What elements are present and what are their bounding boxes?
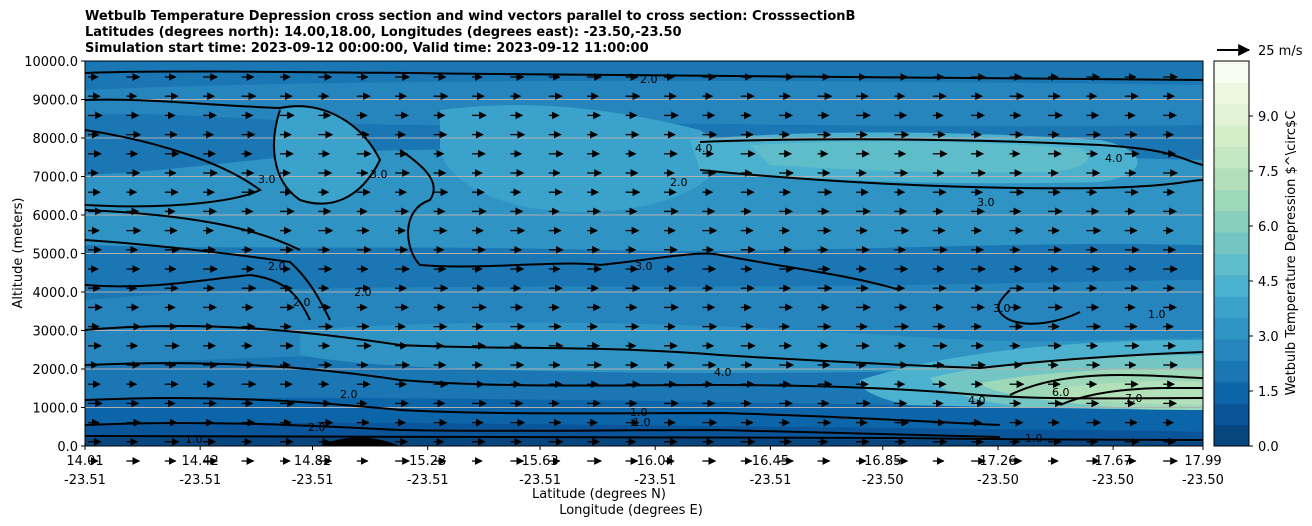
x-tick-label-latitude: 17.67 — [1095, 454, 1132, 469]
colorbar-tick-label: 9.0 — [1258, 110, 1279, 125]
contour-label: 4.0 — [968, 394, 986, 407]
contour-label: 2.0 — [268, 260, 286, 273]
quiver-key-label: 25 m/s — [1258, 44, 1303, 59]
colorbar-segment — [1214, 253, 1249, 276]
colorbar-segment — [1214, 82, 1249, 105]
colorbar-tick-label: 4.5 — [1258, 275, 1279, 290]
x-tick-label-latitude: 16.45 — [752, 454, 789, 469]
x-tick-label-longitude: -23.51 — [64, 473, 106, 488]
contour-label: 4.0 — [714, 366, 732, 379]
x-tick-label-longitude: -23.50 — [1182, 473, 1224, 488]
y-tick-label: 5000.0 — [33, 248, 79, 263]
colorbar-segment — [1214, 61, 1249, 83]
contour-label: 2.0 — [308, 421, 326, 434]
colorbar-segment — [1214, 274, 1249, 297]
x-axis-label-latitude: Latitude (degrees N) — [532, 487, 666, 502]
y-axis: 0.0 1000.0 2000.0 3000.0 4000.0 5000.0 6000.0 7… — [24, 55, 85, 455]
y-tick-label: 0.0 — [57, 440, 78, 455]
x-tick-label-longitude: -23.50 — [862, 473, 904, 488]
y-tick-label: 10000.0 — [24, 55, 78, 70]
y-tick-label: 1000.0 — [33, 402, 79, 417]
title-line-2: Latitudes (degrees north): 14.00,18.00, … — [85, 25, 682, 40]
x-tick-label-latitude: 16.85 — [864, 454, 901, 469]
title-line-3: Simulation start time: 2023-09-12 00:00:… — [85, 41, 649, 56]
contour-label: 3.0 — [977, 196, 995, 209]
x-tick-label-latitude: 16.04 — [637, 454, 674, 469]
contour-label: 3.0 — [370, 168, 388, 181]
x-axis-label-longitude: Longitude (degrees E) — [559, 503, 703, 518]
x-tick-label-longitude: -23.51 — [179, 473, 221, 488]
x-axis: 14.01 -23.51 14.42 -23.51 14.82 -23.51 15.23 -2… — [64, 446, 1224, 488]
colorbar-segment — [1214, 210, 1249, 233]
wind-vectors — [88, 73, 1178, 465]
colorbar — [1214, 61, 1249, 447]
colorbar-segment — [1214, 403, 1249, 426]
x-tick-label-latitude: 17.26 — [979, 454, 1016, 469]
contour-label: 4.0 — [695, 142, 713, 155]
contour-label: 2.0 — [340, 388, 358, 401]
x-tick-label-longitude: -23.51 — [407, 473, 449, 488]
x-tick-label-longitude: -23.50 — [1092, 473, 1134, 488]
x-tick-label-latitude: 14.82 — [294, 454, 331, 469]
colorbar-tick-label: 0.0 — [1258, 440, 1279, 455]
colorbar-segment — [1214, 167, 1249, 190]
x-tick-label-latitude: 15.63 — [521, 454, 558, 469]
x-tick-label-latitude: 14.01 — [66, 454, 103, 469]
x-tick-label-longitude: -23.51 — [749, 473, 791, 488]
contour-label: 4.0 — [1105, 152, 1123, 165]
contour-label: 1.0 — [1025, 432, 1043, 445]
y-tick-label: 2000.0 — [33, 363, 79, 378]
colorbar-segment — [1214, 381, 1249, 404]
contour-label: 3.0 — [635, 260, 653, 273]
colorbar-segment — [1214, 125, 1249, 148]
y-tick-label: 9000.0 — [33, 94, 79, 109]
colorbar-segment — [1214, 424, 1249, 447]
y-tick-label: 7000.0 — [33, 171, 79, 186]
quiver-key: 25 m/s — [1217, 44, 1303, 59]
colorbar-tick-label: 3.0 — [1258, 330, 1279, 345]
title-line-1: Wetbulb Temperature Depression cross sec… — [85, 9, 856, 24]
colorbar-frame — [1213, 60, 1250, 447]
y-tick-label: 8000.0 — [33, 132, 79, 147]
y-tick-label: 3000.0 — [33, 325, 79, 340]
contour-label: 1.0 — [1148, 308, 1166, 321]
colorbar-segment — [1214, 317, 1249, 340]
contour-label: 1.0 — [185, 433, 203, 446]
colorbar-label: Wetbulb Temperature Depression $^\circ$C — [1284, 111, 1299, 396]
colorbar-segment — [1214, 189, 1249, 212]
colorbar-tick-label: 7.5 — [1258, 165, 1279, 180]
x-tick-label-latitude: 15.23 — [409, 454, 446, 469]
contour-label: 2.0 — [670, 176, 688, 189]
y-tick-label: 6000.0 — [33, 209, 79, 224]
colorbar-segment — [1214, 146, 1249, 169]
contour-label: 2.0 — [293, 296, 311, 309]
colorbar-segment — [1214, 103, 1249, 126]
contour-label: 2.0 — [640, 73, 658, 86]
contour-label: 6.0 — [1052, 386, 1070, 399]
x-tick-label-latitude: 17.99 — [1184, 454, 1221, 469]
y-tick-label: 4000.0 — [33, 286, 79, 301]
chart-title: Wetbulb Temperature Depression cross sec… — [85, 9, 855, 57]
colorbar-ticks: 0.0 1.5 3.0 4.5 6.0 7.5 9.0 — [1249, 110, 1279, 455]
x-tick-label-longitude: -23.51 — [292, 473, 334, 488]
contour-label: 3.0 — [258, 173, 276, 186]
colorbar-tick-label: 6.0 — [1258, 220, 1279, 235]
x-tick-label-longitude: -23.51 — [519, 473, 561, 488]
x-tick-label-longitude: -23.50 — [977, 473, 1019, 488]
x-tick-label-longitude: -23.51 — [634, 473, 676, 488]
contour-label: 1.0 — [630, 406, 648, 419]
contour-label: 3.0 — [993, 302, 1011, 315]
colorbar-segment — [1214, 360, 1249, 383]
colorbar-segment — [1214, 232, 1249, 254]
x-tick-label-latitude: 14.42 — [182, 454, 219, 469]
colorbar-segment — [1214, 296, 1249, 319]
colorbar-tick-label: 1.5 — [1258, 385, 1279, 400]
y-axis-label: Altitude (meters) — [11, 198, 26, 309]
colorbar-segment — [1214, 339, 1249, 361]
